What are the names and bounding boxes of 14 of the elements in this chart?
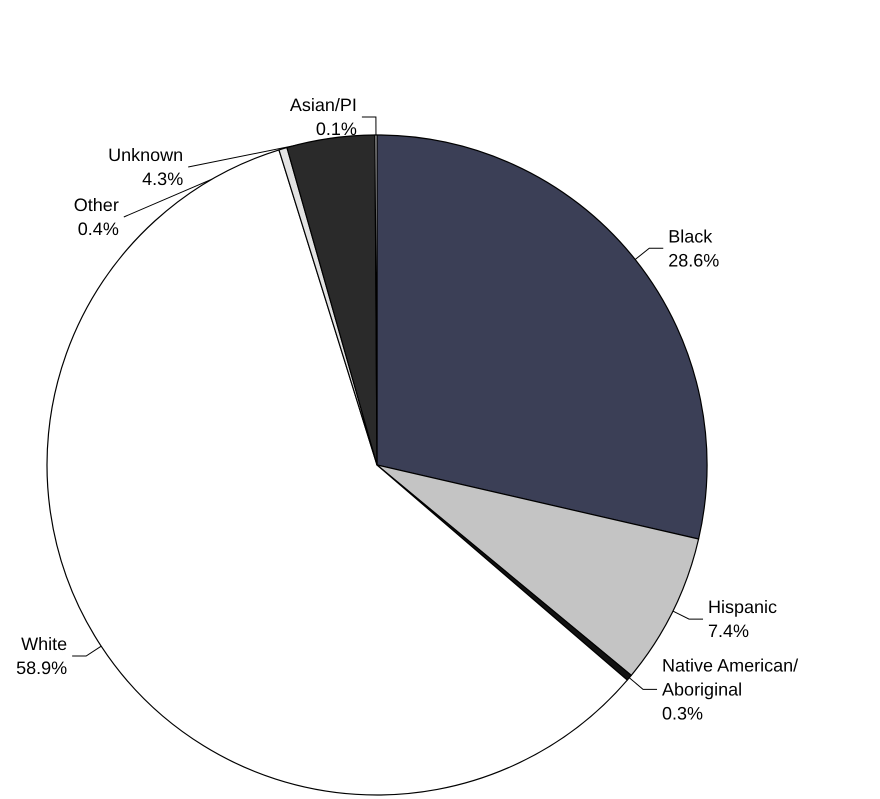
slice-label: Asian/PI — [290, 95, 357, 115]
data-label: 0.1% — [316, 119, 357, 139]
slice-label: Other — [74, 195, 119, 215]
slice-label: Hispanic — [708, 597, 778, 618]
data-label: 28.6% — [668, 250, 720, 270]
slice-label: Native American/ Aboriginal — [662, 655, 798, 700]
data-label: 58.9% — [16, 658, 68, 678]
slice-label: Unknown — [108, 145, 184, 165]
data-label: 4.3% — [142, 169, 184, 189]
slice-label: Black — [668, 226, 714, 246]
data-label: 7.4% — [708, 621, 750, 642]
slice-label: White — [21, 634, 68, 654]
data-label: 0.3% — [662, 703, 704, 724]
data-label: 0.4% — [78, 219, 119, 239]
